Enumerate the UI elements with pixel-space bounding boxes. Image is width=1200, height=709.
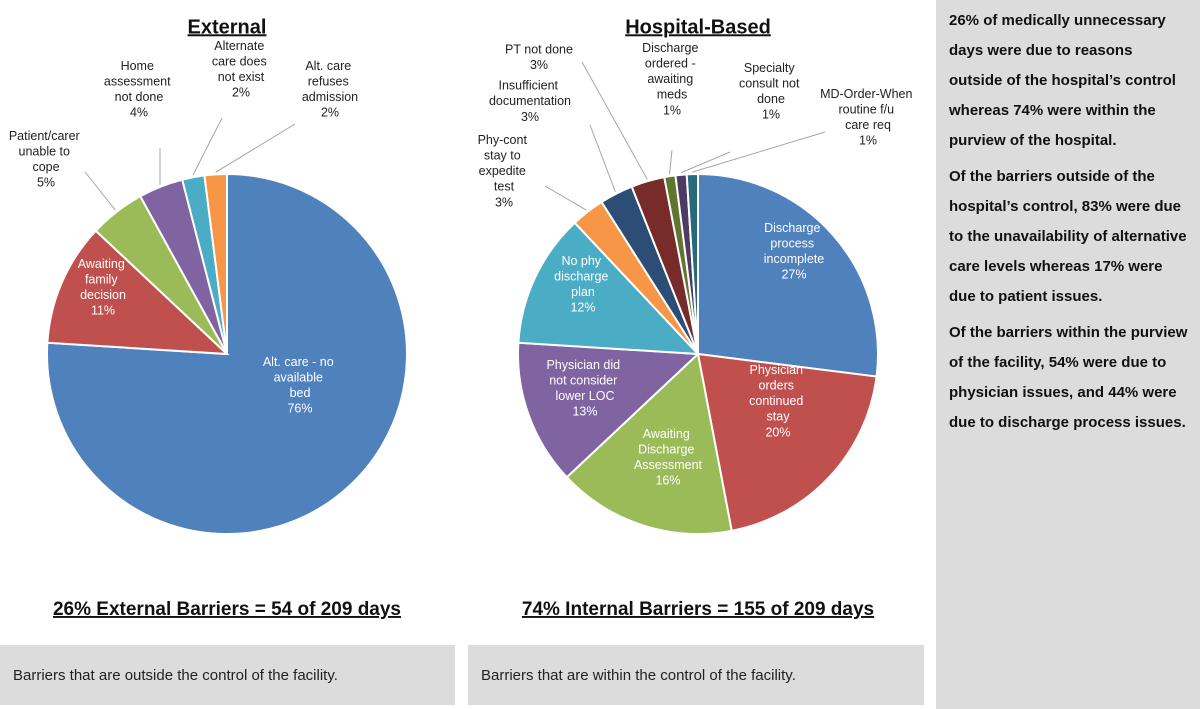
- value-label: 1%: [859, 134, 877, 148]
- caption: Barriers that are within the control of …: [481, 667, 796, 684]
- leader-line: [544, 185, 587, 211]
- leader-line: [589, 124, 616, 193]
- slice-label: PT not done: [505, 43, 573, 57]
- note: 26% of medically unnecessary days were d…: [949, 12, 1176, 149]
- chart-title: External: [188, 16, 267, 38]
- slice-label: Discharge process incomplete: [764, 221, 824, 266]
- pie-slice: [517, 221, 701, 356]
- slice-label: Awaiting family decision: [78, 257, 129, 302]
- caption-box: [0, 645, 455, 705]
- slice-label: Discharge ordered - awaiting meds: [642, 41, 702, 102]
- pie-slice: [517, 341, 701, 479]
- value-label: 4%: [130, 106, 148, 120]
- slice-label: Physician orders continued stay: [749, 363, 807, 424]
- value-label: 3%: [521, 110, 539, 124]
- pie-slice: [203, 172, 228, 355]
- leader-line: [692, 131, 826, 173]
- note: Of the barriers within the purview of th…: [949, 324, 1188, 431]
- slice-label: Awaiting Discharge Assessment: [634, 427, 703, 472]
- pie-slice: [696, 352, 878, 532]
- value-label: 2%: [321, 106, 339, 120]
- value-label: 1%: [762, 108, 780, 122]
- value-label: 13%: [572, 405, 597, 419]
- chart-title: Hospital-Based: [625, 16, 771, 38]
- slice-label: Home assessment not done: [104, 59, 174, 104]
- caption: Barriers that are outside the control of…: [13, 667, 338, 684]
- leader-line: [680, 151, 731, 174]
- value-label: 2%: [232, 86, 250, 100]
- value-label: 3%: [495, 195, 513, 209]
- value-label: 16%: [655, 474, 680, 488]
- leader-line: [192, 117, 223, 176]
- slice-label: Insufficient documentation: [489, 79, 571, 109]
- slice-label: No phy discharge plan: [554, 254, 612, 299]
- slice-label: Alt. care - no available bed: [263, 355, 337, 400]
- slice-label: Alt. care refuses admission: [302, 59, 358, 104]
- pie-slice: [697, 172, 879, 378]
- slice-label: Physician did not consider lower LOC: [546, 358, 623, 403]
- note: Of the barriers outside of the hospital’…: [949, 168, 1187, 305]
- leader-line: [669, 149, 673, 175]
- slice-label: Phy-cont stay to expedite test: [478, 133, 531, 194]
- value-label: 3%: [530, 58, 548, 72]
- value-label: 12%: [570, 301, 595, 315]
- leader-line: [581, 61, 648, 180]
- value-label: 20%: [765, 425, 790, 439]
- slice-label: MD-Order-When routine f/u care req: [820, 87, 916, 132]
- leader-line: [215, 123, 296, 173]
- value-label: 5%: [37, 176, 55, 190]
- pie-slice: [46, 229, 230, 356]
- slice-label: Specialty consult not done: [739, 61, 803, 106]
- pie-slice: [46, 172, 408, 535]
- notes-panel: 26% of medically unnecessary days were d…: [936, 0, 1200, 709]
- caption-box: [468, 645, 924, 705]
- slice-label: Alternate care does not exist: [212, 39, 270, 84]
- slice-label: Patient/carer unable to cope: [9, 129, 83, 174]
- chart-footer: 26% External Barriers = 54 of 209 days: [53, 599, 401, 620]
- value-label: 27%: [781, 268, 806, 282]
- value-label: 11%: [91, 304, 115, 318]
- pie-slice: [565, 352, 733, 535]
- charts: External Alt. care - no available bed 76% A…: [0, 16, 924, 705]
- pie-slice: [685, 172, 699, 355]
- value-label: 1%: [663, 103, 681, 117]
- leader-line: [84, 171, 116, 211]
- value-label: 76%: [287, 402, 312, 416]
- chart-footer: 74% Internal Barriers = 155 of 209 days: [522, 599, 874, 620]
